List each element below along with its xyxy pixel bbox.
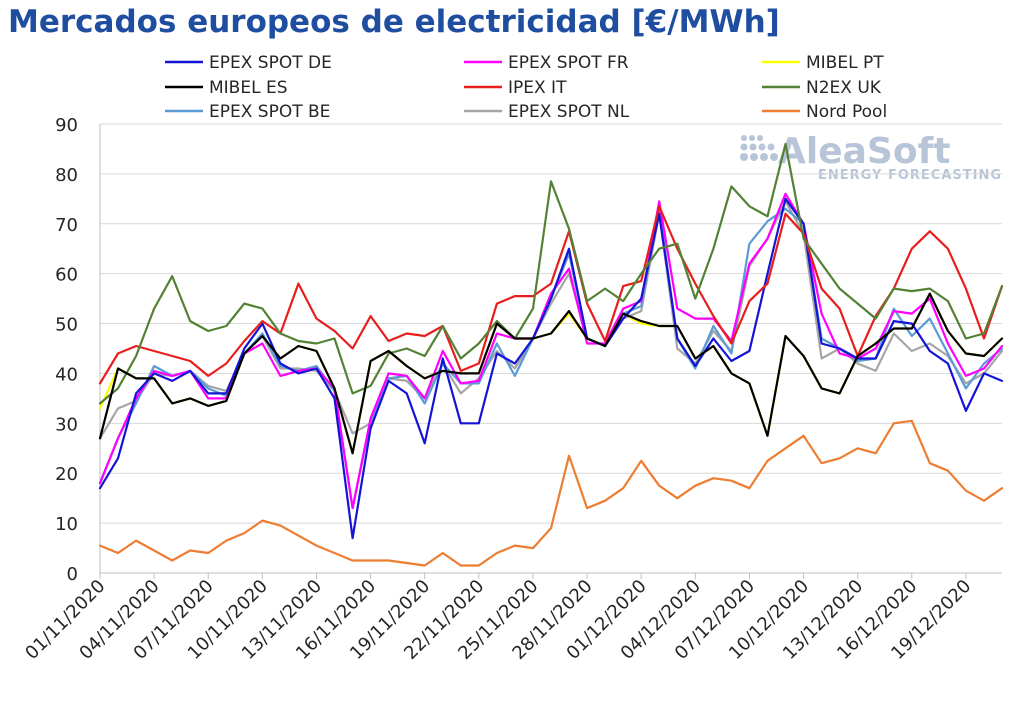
y-tick-label: 80 bbox=[55, 165, 78, 186]
series-line-epex-spot-nl bbox=[98, 200, 1004, 440]
legend-label-n2ex-uk: N2EX UK bbox=[806, 78, 882, 98]
y-tick-label: 40 bbox=[55, 364, 78, 385]
legend-label-nord-pool: Nord Pool bbox=[806, 102, 887, 122]
y-tick-label: 0 bbox=[67, 564, 78, 585]
y-tick-label: 70 bbox=[55, 215, 78, 236]
series-line-nord-pool bbox=[98, 419, 1004, 567]
y-tick-label: 60 bbox=[55, 265, 78, 286]
legend: EPEX SPOT DE EPEX SPOT FR MIBEL PT MIBEL ES… bbox=[165, 53, 887, 122]
series-line-epex-spot-fr bbox=[98, 192, 1004, 510]
y-tick-label: 20 bbox=[55, 464, 78, 485]
series-line-mibel-es bbox=[98, 292, 1004, 455]
y-axis-ticks: 0 10 20 30 40 50 60 70 80 90 bbox=[55, 115, 78, 585]
y-tick-label: 10 bbox=[55, 514, 78, 535]
x-axis-ticks: 01/11/202004/11/202007/11/202010/11/2020… bbox=[21, 576, 975, 664]
logo-brand-text: AleaSoft bbox=[778, 131, 950, 172]
gridlines bbox=[100, 123, 1002, 524]
legend-label-ipex-it: IPEX IT bbox=[508, 78, 567, 98]
y-tick-label: 90 bbox=[55, 115, 78, 136]
series-lines bbox=[98, 142, 1004, 567]
series-line-epex-spot-de bbox=[98, 197, 1004, 540]
y-tick-label: 50 bbox=[55, 315, 78, 336]
logo-dots-icon bbox=[740, 135, 778, 161]
logo-tagline-text: ENERGY FORECASTING bbox=[818, 168, 1002, 183]
series-line-n2ex-uk bbox=[98, 142, 1004, 405]
chart-title: Mercados europeos de electricidad [€/MWh… bbox=[8, 4, 780, 40]
axes bbox=[99, 124, 1002, 579]
y-tick-label: 30 bbox=[55, 414, 78, 435]
legend-label-epex-spot-nl: EPEX SPOT NL bbox=[508, 102, 630, 122]
legend-label-epex-spot-be: EPEX SPOT BE bbox=[209, 102, 330, 122]
legend-label-epex-spot-fr: EPEX SPOT FR bbox=[508, 53, 629, 73]
legend-label-mibel-pt: MIBEL PT bbox=[806, 53, 884, 73]
legend-label-mibel-es: MIBEL ES bbox=[209, 78, 288, 98]
legend-label-epex-spot-de: EPEX SPOT DE bbox=[209, 53, 332, 73]
series-line-ipex-it bbox=[98, 205, 1004, 385]
aleasoft-logo: AleaSoft ENERGY FORECASTING bbox=[740, 131, 1002, 183]
